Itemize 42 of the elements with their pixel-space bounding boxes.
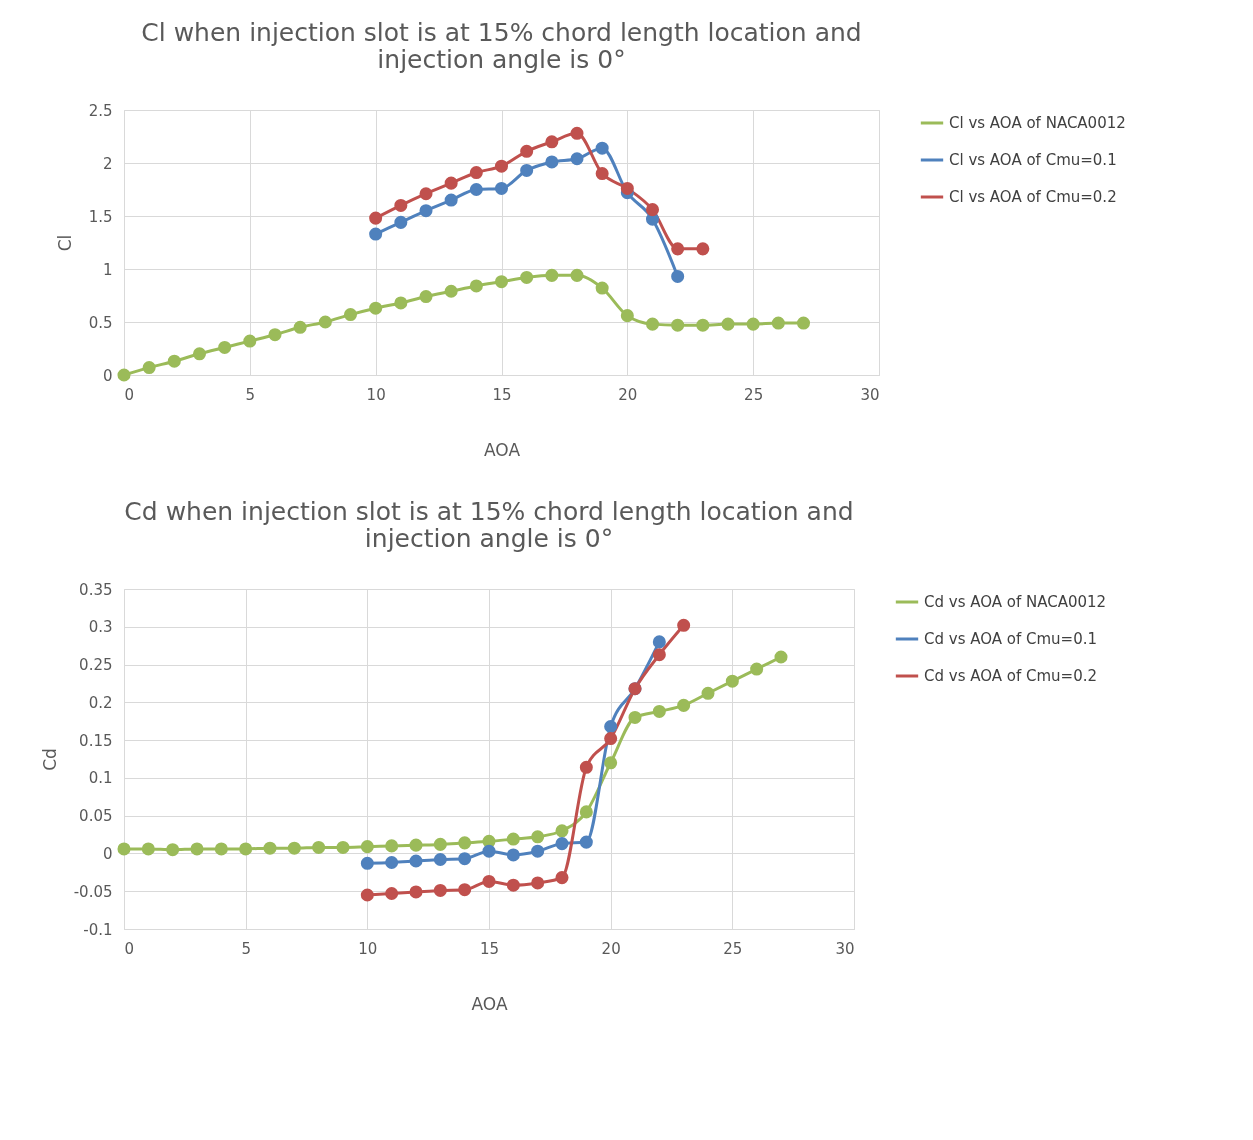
x-axis-title: AOA — [471, 993, 508, 1014]
y-tick-label: 0.05 — [79, 807, 113, 826]
y-tick-label: -0.05 — [73, 882, 113, 901]
legend-label: Cl vs AOA of NACA0012 — [949, 114, 1126, 132]
x-tick-label: 15 — [492, 385, 512, 404]
y-tick-label: 0.35 — [79, 580, 113, 599]
x-tick-label: 0 — [124, 939, 135, 958]
x-tick-label: 10 — [366, 385, 386, 404]
legend-label: Cl vs AOA of Cmu=0.2 — [949, 188, 1117, 206]
x-axis-title: AOA — [483, 439, 521, 460]
y-tick-label: 0.2 — [88, 693, 113, 712]
y-tick-label: 0.15 — [79, 731, 113, 750]
x-tick-label: 10 — [358, 939, 378, 958]
y-tick-label: 1 — [102, 260, 113, 279]
x-tick-label: 25 — [723, 939, 743, 958]
y-axis-title: Cd — [39, 748, 60, 771]
y-tick-label: 1.5 — [88, 207, 113, 226]
chart-title: Cd when injection slot is at 15% chord length location and injection angle is 0° — [124, 497, 854, 553]
x-tick-label: 30 — [835, 939, 855, 958]
x-tick-label: 15 — [479, 939, 500, 958]
legend-label: Cd vs AOA of NACA0012 — [924, 593, 1107, 611]
y-axis-title: Cl — [54, 234, 75, 252]
y-tick-label: 2.5 — [88, 101, 113, 120]
x-tick-label: 20 — [601, 939, 621, 958]
chart-title: Cl when injection slot is at 15% chord length location and injection angle is 0° — [141, 18, 862, 74]
y-tick-label: 0.5 — [88, 313, 113, 332]
y-tick-label: 0 — [102, 844, 113, 863]
y-tick-label: -0.1 — [83, 920, 113, 939]
x-tick-label: 25 — [744, 385, 764, 404]
legend-label: Cl vs AOA of Cmu=0.1 — [949, 151, 1117, 169]
legend-label: Cd vs AOA of Cmu=0.2 — [924, 667, 1098, 685]
y-tick-label: 0 — [102, 366, 113, 385]
y-tick-label: 0.25 — [79, 656, 113, 675]
x-tick-label: 30 — [860, 385, 880, 404]
x-tick-label: 5 — [241, 939, 251, 958]
y-tick-label: 0.1 — [88, 769, 113, 788]
x-tick-label: 5 — [245, 385, 256, 404]
x-tick-label: 20 — [618, 385, 638, 404]
y-tick-label: 2 — [102, 154, 113, 173]
legend-label: Cd vs AOA of Cmu=0.1 — [924, 630, 1098, 648]
y-tick-label: 0.3 — [88, 618, 113, 637]
x-tick-label: 0 — [124, 385, 135, 404]
